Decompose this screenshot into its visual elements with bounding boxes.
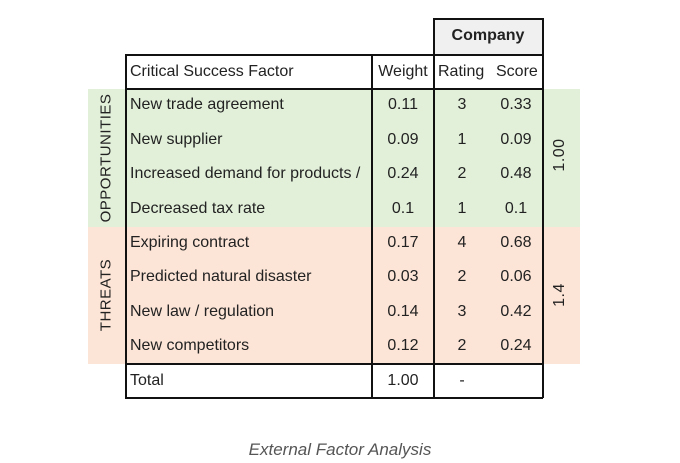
- divider: [125, 363, 543, 365]
- divider: [371, 54, 373, 398]
- total-rating: -: [459, 372, 465, 389]
- divider: [125, 397, 543, 399]
- table-row-factor: New supplier: [130, 131, 223, 148]
- group-total-opportunities: 1.00: [551, 138, 568, 172]
- threats-section: [88, 227, 580, 364]
- table-row-rating: 1: [457, 131, 467, 148]
- group-label-opportunities: OPPORTUNITIES: [97, 93, 115, 223]
- opportunities-section: [88, 89, 580, 227]
- table-row-rating: 2: [457, 268, 467, 285]
- header-rating: Rating: [438, 63, 485, 80]
- total-weight: 1.00: [387, 372, 419, 389]
- table-row-score: 0.24: [500, 337, 532, 354]
- table-row-score: 0.06: [500, 268, 532, 285]
- table-row-score: 0.48: [500, 165, 532, 182]
- group-label-threats: THREATS: [97, 258, 115, 332]
- table-row-weight: 0.1: [391, 200, 415, 217]
- table-row-weight: 0.03: [387, 268, 419, 285]
- table-row-rating: 4: [457, 234, 467, 251]
- divider: [125, 54, 127, 398]
- table-row-rating: 3: [457, 303, 467, 320]
- company-header: Company: [451, 27, 525, 44]
- table-row-score: 0.42: [500, 303, 532, 320]
- header-score: Score: [496, 63, 538, 80]
- table-row-weight: 0.24: [387, 165, 419, 182]
- table-row-factor: New competitors: [130, 337, 250, 354]
- divider: [125, 88, 543, 90]
- table-row-rating: 2: [457, 165, 467, 182]
- figure-caption: External Factor Analysis: [248, 440, 432, 459]
- table-row-weight: 0.12: [387, 337, 419, 354]
- group-total-threats: 1.4: [551, 283, 568, 307]
- company-header-cell: [434, 19, 542, 54]
- table-row-factor: Predicted natural disaster: [130, 268, 312, 285]
- table-row-score: 0.68: [500, 234, 532, 251]
- table-row-factor: Expiring contract: [130, 234, 250, 251]
- table-row-score: 0.33: [500, 96, 532, 113]
- table-row-weight: 0.09: [387, 131, 419, 148]
- table-row-weight: 0.14: [387, 303, 419, 320]
- table-row-score: 0.1: [504, 200, 528, 217]
- table-row-rating: 3: [457, 96, 467, 113]
- header-weight: Weight: [378, 63, 428, 80]
- table-row-factor: New law / regulation: [130, 303, 275, 320]
- table-row-factor: New trade agreement: [130, 96, 284, 113]
- table-row-factor: Decreased tax rate: [130, 200, 266, 217]
- table-row-rating: 1: [457, 200, 467, 217]
- table-row-weight: 0.17: [387, 234, 419, 251]
- table-row-factor: Increased demand for products /: [130, 165, 361, 182]
- divider: [434, 18, 543, 20]
- divider: [125, 54, 543, 56]
- header-factor: Critical Success Factor: [130, 63, 294, 80]
- table-row-score: 0.09: [500, 131, 532, 148]
- total-label: Total: [130, 372, 164, 389]
- divider: [542, 18, 544, 398]
- table-row-weight: 0.11: [388, 96, 418, 113]
- divider: [433, 18, 435, 398]
- table-row-rating: 2: [457, 337, 467, 354]
